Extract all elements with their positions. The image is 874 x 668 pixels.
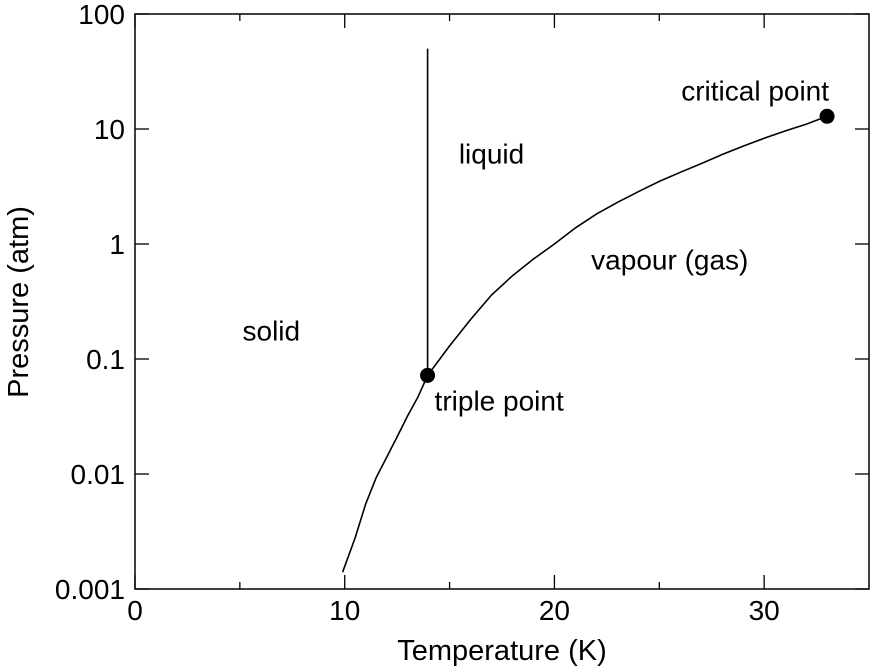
x-tick-label: 10 bbox=[329, 595, 360, 626]
critical-point-label: critical point bbox=[681, 75, 829, 106]
region-label-solid: solid bbox=[243, 315, 301, 346]
y-tick-label: 1 bbox=[109, 229, 125, 260]
y-tick-label: 0.1 bbox=[86, 344, 125, 375]
y-tick-label: 100 bbox=[78, 0, 125, 30]
triple-point-marker bbox=[420, 367, 436, 383]
triple-point-label: triple point bbox=[435, 385, 564, 416]
x-tick-label: 0 bbox=[127, 595, 143, 626]
y-tick-label: 0.01 bbox=[71, 459, 126, 490]
x-tick-label: 20 bbox=[539, 595, 570, 626]
region-label-liquid: liquid bbox=[459, 139, 524, 170]
special-points: triple point critical point bbox=[420, 75, 835, 416]
region-labels: solid liquid vapour (gas) bbox=[243, 139, 749, 347]
x-tick-label: 30 bbox=[749, 595, 780, 626]
axis-ticks: 0 10 20 30 0.001 0.01 0.1 1 10 100 bbox=[55, 0, 869, 626]
vapour-pressure-curve bbox=[341, 115, 828, 573]
plot-frame bbox=[134, 13, 870, 590]
x-axis-title: Temperature (K) bbox=[397, 635, 607, 667]
y-tick-label: 10 bbox=[94, 114, 125, 145]
region-label-vapour: vapour (gas) bbox=[591, 245, 748, 276]
critical-point-marker bbox=[819, 108, 835, 124]
y-axis-title: Pressure (atm) bbox=[3, 206, 35, 398]
y-tick-label: 0.001 bbox=[55, 574, 125, 605]
phase-boundary-curves bbox=[341, 48, 828, 573]
